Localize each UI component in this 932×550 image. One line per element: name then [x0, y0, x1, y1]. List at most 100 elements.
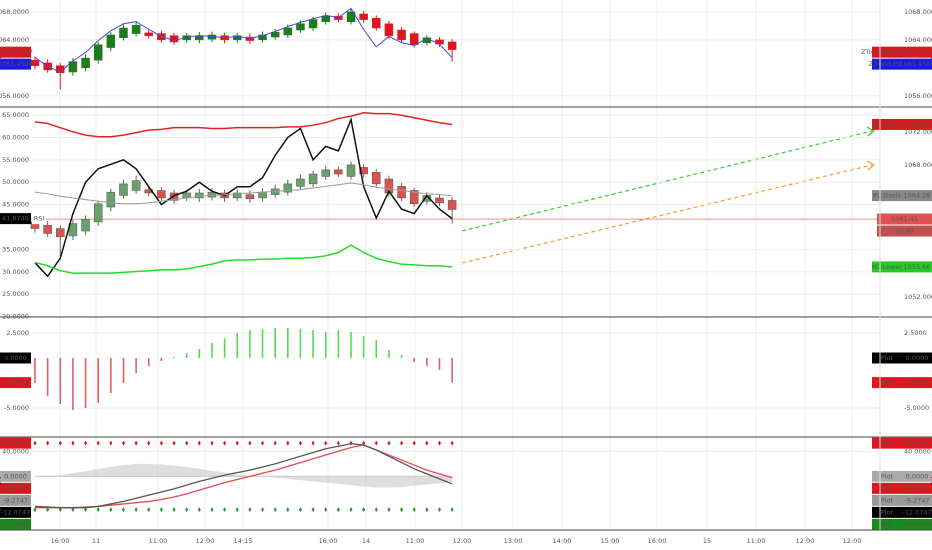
y-tick-label-right: -5.0000 — [904, 404, 929, 412]
right-badge-name-bg — [872, 118, 902, 130]
marker — [185, 507, 189, 513]
marker — [197, 507, 201, 513]
candle-body — [321, 169, 330, 177]
left-badge: 1061.4500 — [0, 60, 33, 68]
y2-tick-label: 1052.0000 — [904, 293, 932, 301]
marker — [71, 440, 75, 446]
left-badge: 1062.2417 — [0, 48, 33, 56]
candle-body — [334, 169, 343, 175]
time-label: 12:00 — [196, 537, 215, 545]
y-tick-label: 30.0000 — [2, 268, 29, 276]
right-badge-name: KC:Upper — [872, 120, 903, 128]
marker — [387, 440, 391, 446]
y-tick-label: 65.0000 — [2, 111, 29, 119]
left-badge-name: RSI — [34, 215, 45, 223]
time-label: 11 — [92, 537, 100, 545]
marker — [121, 507, 125, 513]
time-label: 14:15 — [234, 537, 253, 545]
candle-body — [245, 194, 255, 200]
candle-body — [106, 191, 116, 208]
candle-body — [232, 192, 242, 199]
candle-body — [131, 180, 141, 191]
marker — [298, 440, 302, 446]
marker — [336, 507, 340, 513]
time-label: 16:00 — [648, 537, 667, 545]
marker — [286, 440, 290, 446]
marker — [261, 440, 265, 446]
candle-body — [384, 23, 394, 36]
marker — [425, 507, 429, 513]
candle-body — [435, 197, 444, 204]
marker — [311, 440, 315, 446]
candle-body — [283, 183, 293, 193]
y-tick-label-right: 40.0000 — [904, 447, 931, 455]
marker — [33, 440, 37, 446]
marker — [210, 440, 214, 446]
right-badge-name: KC:Lower — [872, 263, 902, 271]
candle-body — [43, 224, 52, 234]
time-label: 16:00 — [319, 537, 338, 545]
candle-body — [56, 65, 65, 73]
marker — [96, 440, 100, 446]
right-badge-name-bg — [872, 377, 902, 389]
marker — [172, 440, 176, 446]
marker — [121, 440, 125, 446]
time-label: 14 — [362, 537, 370, 545]
candle-body — [409, 33, 419, 46]
candle-body — [106, 34, 116, 48]
left-badge: 0.0000 — [4, 354, 27, 362]
candle-body — [397, 29, 406, 41]
marker — [298, 507, 302, 513]
right-badge-name: Plot — [881, 472, 894, 480]
right-badge-name-bg — [872, 518, 902, 530]
left-badge-bg — [0, 494, 31, 506]
left-badge-bg — [0, 58, 31, 70]
candle-body — [397, 186, 406, 199]
right-badge-name: KC:Basis — [873, 192, 901, 200]
candle-body — [346, 11, 356, 22]
time-label: 16:00 — [51, 537, 70, 545]
left-badge: 41.8748 — [2, 215, 29, 223]
right-badge-name-bg — [872, 482, 902, 494]
right-badge-name: ZTrend:Plot — [869, 60, 906, 68]
marker — [374, 507, 378, 513]
projection-arrow — [866, 126, 876, 137]
right-badge-name-bg — [872, 46, 902, 58]
price-badge-bg — [877, 213, 932, 225]
time-label: 12:00 — [843, 537, 862, 545]
marker — [450, 507, 454, 513]
marker — [185, 440, 189, 446]
right-badge-name-bg — [872, 494, 902, 506]
marker — [261, 507, 265, 513]
candle-body — [93, 44, 103, 61]
series-line — [34, 182, 453, 205]
right-badge: 53.0000 — [904, 439, 931, 447]
candle-body — [409, 190, 419, 204]
right-badge-bg — [902, 518, 932, 530]
time-label: 13:00 — [504, 537, 523, 545]
right-badge-bg — [902, 377, 932, 389]
candle-body — [308, 173, 318, 185]
candle-body — [346, 164, 356, 177]
marker — [197, 440, 201, 446]
right-badge: -53.0000 — [902, 520, 931, 528]
candle-body — [195, 192, 204, 199]
marker — [248, 507, 252, 513]
y-tick-label: 2.5000 — [6, 329, 29, 337]
marker — [362, 507, 366, 513]
right-badge-name-bg — [872, 437, 902, 449]
marker — [450, 440, 454, 446]
right-badge-bg — [902, 506, 932, 518]
y-tick-label: 40.0000 — [2, 447, 29, 455]
candle-body — [372, 172, 381, 185]
right-badge-bg — [902, 482, 932, 494]
candle-body — [372, 17, 381, 29]
candle-body — [131, 24, 141, 34]
right-badge-bg — [902, 58, 932, 70]
right-badge: 1055.66 — [904, 263, 931, 271]
y-tick-label: 1056.0000 — [0, 92, 29, 100]
time-label: 12:00 — [453, 537, 472, 545]
projection-line — [461, 130, 873, 232]
